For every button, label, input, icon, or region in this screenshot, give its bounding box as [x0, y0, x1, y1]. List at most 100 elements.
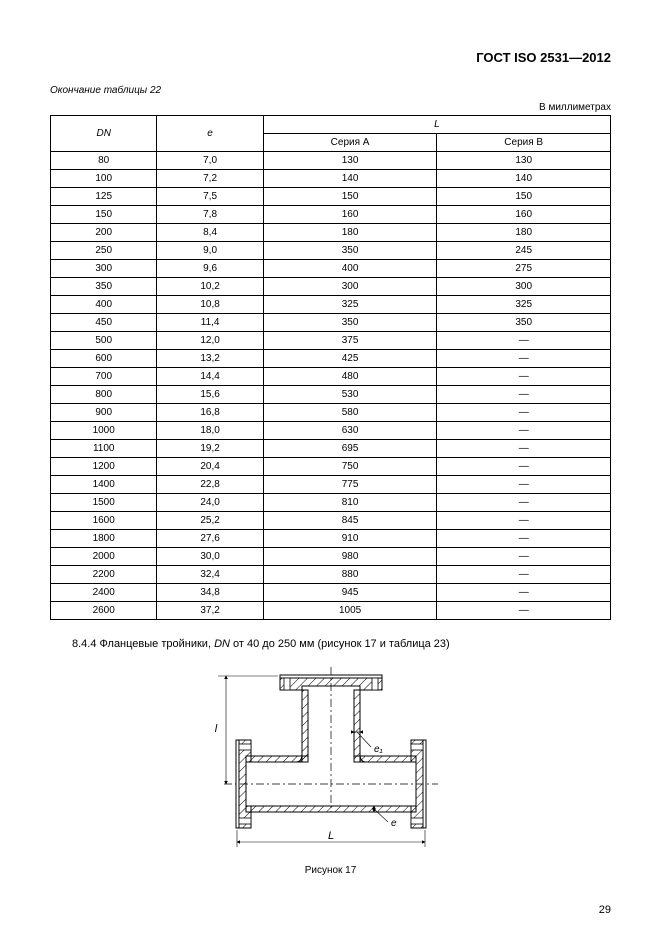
- table-cell: 1005: [263, 602, 437, 620]
- table-cell: 30,0: [157, 548, 263, 566]
- table-cell: 150: [263, 188, 437, 206]
- table-cell: 1000: [51, 422, 157, 440]
- table-row: 140022,8775—: [51, 476, 611, 494]
- table-cell: 275: [437, 260, 611, 278]
- table-cell: 630: [263, 422, 437, 440]
- table-cell: 250: [51, 242, 157, 260]
- table-cell: 600: [51, 350, 157, 368]
- table-cell: 325: [437, 296, 611, 314]
- table-row: 1007,2140140: [51, 170, 611, 188]
- col-header-dn: DN: [51, 116, 157, 152]
- table-cell: 300: [437, 278, 611, 296]
- table-cell: —: [437, 332, 611, 350]
- table-cell: 325: [263, 296, 437, 314]
- table-cell: 18,0: [157, 422, 263, 440]
- table-cell: 900: [51, 404, 157, 422]
- table-row: 120020,4750—: [51, 458, 611, 476]
- table-cell: 27,6: [157, 530, 263, 548]
- table-cell: 695: [263, 440, 437, 458]
- col-header-seriesB: Серия B: [437, 134, 611, 152]
- table-continuation-label: Окончание таблицы 22: [50, 85, 611, 96]
- table-cell: 1400: [51, 476, 157, 494]
- table-cell: 750: [263, 458, 437, 476]
- table-cell: 800: [51, 386, 157, 404]
- table-cell: 400: [51, 296, 157, 314]
- table-body: 807,01301301007,21401401257,51501501507,…: [51, 152, 611, 620]
- table-row: 220032,4880—: [51, 566, 611, 584]
- table-cell: 10,2: [157, 278, 263, 296]
- table-cell: 25,2: [157, 512, 263, 530]
- table-cell: 160: [263, 206, 437, 224]
- col-header-e: e: [157, 116, 263, 152]
- table-row: 80015,6530—: [51, 386, 611, 404]
- table-cell: 7,5: [157, 188, 263, 206]
- table-cell: 34,8: [157, 584, 263, 602]
- table-cell: —: [437, 476, 611, 494]
- section-text-post: от 40 до 250 мм (рисунок 17 и таблица 23…: [230, 638, 450, 650]
- table-cell: 945: [263, 584, 437, 602]
- table-row: 260037,21005—: [51, 602, 611, 620]
- table-cell: 910: [263, 530, 437, 548]
- table-cell: 530: [263, 386, 437, 404]
- table-cell: 810: [263, 494, 437, 512]
- table-cell: —: [437, 422, 611, 440]
- table-row: 100018,0630—: [51, 422, 611, 440]
- table-row: 3009,6400275: [51, 260, 611, 278]
- table-cell: 350: [263, 242, 437, 260]
- table-cell: —: [437, 548, 611, 566]
- section-text: 8.4.4 Фланцевые тройники, DN от 40 до 25…: [72, 638, 611, 650]
- table-cell: 580: [263, 404, 437, 422]
- table-cell: 150: [437, 188, 611, 206]
- table-cell: 350: [51, 278, 157, 296]
- table-cell: 200: [51, 224, 157, 242]
- table-cell: —: [437, 386, 611, 404]
- table-cell: 300: [51, 260, 157, 278]
- table-cell: 775: [263, 476, 437, 494]
- table-row: 240034,8945—: [51, 584, 611, 602]
- table-cell: —: [437, 368, 611, 386]
- table-row: 150024,0810—: [51, 494, 611, 512]
- table-cell: 130: [263, 152, 437, 170]
- table-cell: 37,2: [157, 602, 263, 620]
- table-cell: —: [437, 440, 611, 458]
- table-cell: 32,4: [157, 566, 263, 584]
- table-cell: 375: [263, 332, 437, 350]
- table-cell: 140: [263, 170, 437, 188]
- figure-caption: Рисунок 17: [50, 865, 611, 876]
- table-cell: 700: [51, 368, 157, 386]
- dim-label-e1: e₁: [374, 744, 383, 755]
- table-cell: 7,0: [157, 152, 263, 170]
- table-cell: —: [437, 602, 611, 620]
- dim-label-L: L: [327, 830, 333, 842]
- table-cell: 2200: [51, 566, 157, 584]
- dim-label-l: l: [214, 723, 217, 735]
- table-cell: 19,2: [157, 440, 263, 458]
- figure-wrap: L l e₁ e: [50, 662, 611, 857]
- table-cell: 140: [437, 170, 611, 188]
- page-number: 29: [599, 904, 611, 916]
- table-row: 2509,0350245: [51, 242, 611, 260]
- table-cell: 100: [51, 170, 157, 188]
- table-cell: 180: [437, 224, 611, 242]
- table-row: 40010,8325325: [51, 296, 611, 314]
- table-row: 180027,6910—: [51, 530, 611, 548]
- table-row: 160025,2845—: [51, 512, 611, 530]
- table-row: 1257,5150150: [51, 188, 611, 206]
- table-cell: 13,2: [157, 350, 263, 368]
- table-cell: 125: [51, 188, 157, 206]
- table-cell: 7,2: [157, 170, 263, 188]
- table-cell: 15,6: [157, 386, 263, 404]
- table-cell: 7,8: [157, 206, 263, 224]
- col-header-L: L: [263, 116, 610, 134]
- units-label: В миллиметрах: [50, 102, 611, 113]
- section-text-pre: 8.4.4 Фланцевые тройники,: [72, 638, 214, 650]
- table-cell: 1500: [51, 494, 157, 512]
- table-cell: 16,8: [157, 404, 263, 422]
- table-cell: 350: [263, 314, 437, 332]
- table-cell: 480: [263, 368, 437, 386]
- section-text-dn: DN: [214, 638, 230, 650]
- table-cell: —: [437, 494, 611, 512]
- table-cell: 300: [263, 278, 437, 296]
- table-cell: 880: [263, 566, 437, 584]
- table-cell: 2000: [51, 548, 157, 566]
